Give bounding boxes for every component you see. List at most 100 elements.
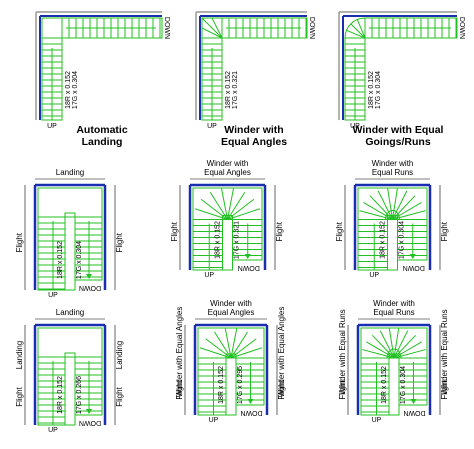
line xyxy=(230,338,257,359)
up-label: UP xyxy=(48,427,58,434)
label: DOWN xyxy=(308,17,315,39)
dim-label: Equal Angles xyxy=(204,168,251,177)
line xyxy=(199,347,232,359)
label: Flight xyxy=(277,379,286,399)
line xyxy=(346,29,366,39)
winder-curve xyxy=(385,210,400,220)
stair-outline xyxy=(37,327,103,358)
label: 18R x 0.152 xyxy=(225,71,232,109)
line xyxy=(209,191,228,220)
line xyxy=(393,328,400,359)
line xyxy=(363,202,393,220)
label: 18R x 0.152 xyxy=(381,366,388,404)
label: 17G x 0.304 xyxy=(375,71,382,109)
label: Flight xyxy=(170,221,179,241)
line xyxy=(392,202,422,220)
arrow xyxy=(244,254,251,259)
line xyxy=(387,188,393,220)
arrow xyxy=(247,399,254,404)
line xyxy=(230,347,263,359)
label: Flight xyxy=(115,232,124,252)
stair-outline xyxy=(357,187,428,220)
stair-outline xyxy=(364,17,458,39)
label: 17G x 0.295 xyxy=(237,366,244,404)
up-label: UP xyxy=(204,272,214,279)
caption: Landing xyxy=(82,136,123,148)
dim-label: Equal Angles xyxy=(208,308,255,317)
down-label: DOWN xyxy=(240,409,262,416)
stair-outline xyxy=(41,17,63,39)
dim-label: Equal Runs xyxy=(372,168,413,177)
label: Flight xyxy=(15,232,24,252)
stair-outline xyxy=(64,352,76,426)
line xyxy=(393,334,416,359)
label: 18R x 0.152 xyxy=(57,376,64,414)
line xyxy=(214,331,232,359)
up-label: UP xyxy=(207,123,217,130)
label: 18R x 0.152 xyxy=(379,221,386,259)
line xyxy=(359,210,393,220)
label: 18R x 0.152 xyxy=(368,71,375,109)
label: Winder with Equal Runs xyxy=(338,309,347,394)
line xyxy=(230,331,248,359)
caption: Automatic xyxy=(76,124,127,136)
line xyxy=(369,195,393,220)
arrow xyxy=(410,399,417,404)
line xyxy=(205,338,232,359)
dim-label: Landing xyxy=(56,168,84,177)
line xyxy=(392,210,426,220)
label: Flight xyxy=(440,379,449,399)
up-label: UP xyxy=(48,292,58,299)
stair-outline xyxy=(388,353,400,416)
label: 17G x 0.304 xyxy=(398,221,405,259)
label: 17G x 0.304 xyxy=(72,71,79,109)
winder-curve xyxy=(386,348,402,359)
arrow xyxy=(86,274,92,279)
dim-label: Winder with xyxy=(373,299,415,308)
caption: Winder with xyxy=(224,124,283,136)
label: Landing xyxy=(115,341,124,369)
down-label: DOWN xyxy=(403,409,425,416)
line xyxy=(372,334,395,359)
line xyxy=(356,19,366,39)
line xyxy=(379,330,395,359)
line xyxy=(201,17,223,39)
line xyxy=(392,195,416,220)
up-label: UP xyxy=(369,272,379,279)
label: Flight xyxy=(440,221,449,241)
caption: Goings/Runs xyxy=(365,136,430,148)
dim-label: Equal Runs xyxy=(373,308,414,317)
line xyxy=(227,198,255,220)
up-label: UP xyxy=(372,417,382,424)
arrow xyxy=(86,409,92,414)
down-label: DOWN xyxy=(79,419,101,426)
line xyxy=(392,190,408,220)
label: 17G x 0.304 xyxy=(400,366,407,404)
label: Winder with Equal Runs xyxy=(440,309,449,394)
line xyxy=(200,198,228,220)
line xyxy=(211,17,223,39)
line xyxy=(227,188,234,220)
line xyxy=(227,191,246,220)
line xyxy=(393,341,423,359)
label: Flight xyxy=(275,221,284,241)
up-label: UP xyxy=(47,123,57,130)
up-label: UP xyxy=(209,417,219,424)
line xyxy=(388,328,395,359)
stair-outline xyxy=(192,187,263,220)
label: 17G x 0.321 xyxy=(233,221,240,259)
caption: Equal Angles xyxy=(221,136,287,148)
line xyxy=(365,341,395,359)
line xyxy=(201,27,223,39)
label: 17G x 0.266 xyxy=(76,376,83,414)
line xyxy=(221,188,228,220)
line xyxy=(392,188,398,220)
label: Winder with Equal Angles xyxy=(175,307,184,398)
stair-outline xyxy=(64,212,76,291)
down-label: DOWN xyxy=(403,264,425,271)
down-label: DOWN xyxy=(79,284,101,291)
line xyxy=(194,208,228,220)
line xyxy=(230,328,238,359)
label: 18R x 0.152 xyxy=(214,221,221,259)
